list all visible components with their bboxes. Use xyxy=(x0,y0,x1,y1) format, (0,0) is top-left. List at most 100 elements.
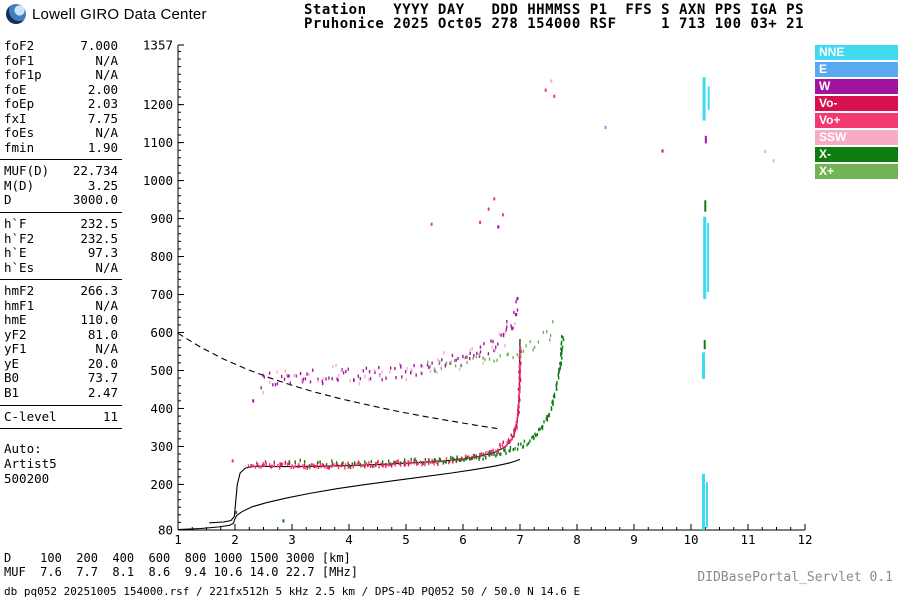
y-tick-label: 1100 xyxy=(143,135,173,150)
legend-item-W: W xyxy=(815,79,898,94)
param-value: N/A xyxy=(95,125,118,141)
x-tick-label: 2 xyxy=(231,532,239,547)
param-row: D 3000.0 xyxy=(4,193,118,208)
auto-line: 500200 xyxy=(4,471,50,487)
x-tick-label: 5 xyxy=(402,532,410,547)
param-row: C-level 11 xyxy=(4,409,118,425)
x-tick-label: 4 xyxy=(345,532,353,547)
rfi-streak xyxy=(704,200,707,212)
echo-speck xyxy=(231,459,234,463)
param-label: yF1 xyxy=(4,341,27,357)
y-tick-label: 1357 xyxy=(143,38,173,53)
x-tick-label: 10 xyxy=(683,532,698,547)
param-row: yE 20.0 xyxy=(4,356,118,372)
rfi-streak xyxy=(704,135,707,144)
rfi-streak xyxy=(703,340,706,350)
auto-line: Auto: xyxy=(4,441,42,457)
param-row: fmin 1.90 xyxy=(4,140,118,156)
param-row: hmE 110.0 xyxy=(4,313,118,328)
x-tick-label: 8 xyxy=(573,532,581,547)
param-label: foE xyxy=(4,81,27,97)
x-tick-label: 12 xyxy=(797,532,812,547)
param-label: MUF(D) xyxy=(4,163,50,179)
true-height-profile xyxy=(177,458,521,531)
echo-speck xyxy=(487,207,490,211)
y-tick-label: 1200 xyxy=(143,97,173,112)
echo-speck xyxy=(501,213,504,217)
model-O-trace xyxy=(209,338,521,524)
param-label: foEp xyxy=(4,96,35,112)
param-label: hmE xyxy=(4,312,27,328)
echo-speck xyxy=(553,94,556,98)
param-label: hmF2 xyxy=(4,283,35,299)
y-tick-label: 600 xyxy=(150,325,173,340)
x-tick-label: 1 xyxy=(174,532,182,547)
param-value: 81.0 xyxy=(87,326,118,342)
echo-series-F-spread-W xyxy=(260,296,519,390)
param-label: D xyxy=(4,192,12,208)
param-row: M(D) 3.25 xyxy=(4,177,118,194)
rfi-streak xyxy=(707,223,710,293)
param-row: h`F2 232.5 xyxy=(4,230,118,247)
echo-specks xyxy=(231,79,775,523)
param-value: N/A xyxy=(95,297,118,313)
param-label: foF1p xyxy=(4,67,42,83)
legend-item-SSW: SSW xyxy=(815,130,898,145)
legend-item-X-: X- xyxy=(815,147,898,162)
echo-speck xyxy=(235,510,238,515)
echo-speck xyxy=(550,79,553,83)
param-value: 232.5 xyxy=(80,230,118,246)
legend-item-X+: X+ xyxy=(815,164,898,179)
distance-row: D 100 200 400 600 800 1000 1500 3000 [km… xyxy=(4,551,351,565)
y-tick-label: 200 xyxy=(150,477,173,492)
param-row: hmF1 N/A xyxy=(4,297,118,314)
param-value: 2.47 xyxy=(87,385,118,401)
param-value: 3.25 xyxy=(87,177,118,193)
rfi-streak xyxy=(702,77,706,121)
param-value: 7.75 xyxy=(87,110,118,126)
param-divider xyxy=(0,212,122,214)
param-label: fxI xyxy=(4,110,27,126)
y-tick-label: 500 xyxy=(150,363,173,378)
muf-row: MUF 7.6 7.7 8.1 8.6 9.4 10.6 14.0 22.7 [… xyxy=(4,564,359,579)
param-label: h`Es xyxy=(4,259,35,275)
param-label: B1 xyxy=(4,385,20,401)
echo-speck xyxy=(772,159,775,163)
station-values-row: Pruhonice 2025 Oct05 278 154000 RSF 1 71… xyxy=(304,16,805,32)
x-tick-label: 9 xyxy=(630,532,638,547)
param-label: h`F xyxy=(4,216,27,232)
param-label: foF2 xyxy=(4,38,35,53)
param-row: foEp 2.03 xyxy=(4,97,118,112)
param-value: 97.3 xyxy=(87,245,118,261)
echo-speck xyxy=(282,519,285,523)
rfi-streaks xyxy=(702,77,710,530)
param-row: foEs N/A xyxy=(4,126,118,141)
param-row: foF2 7.000 xyxy=(4,38,118,54)
param-row: yF2 81.0 xyxy=(4,326,118,343)
param-label: yF2 xyxy=(4,326,27,342)
param-divider xyxy=(0,428,122,430)
rfi-streak xyxy=(706,482,708,528)
echo-speck xyxy=(661,149,664,153)
y-tick-label: 80 xyxy=(158,523,173,538)
auto-line: Artist5 xyxy=(4,456,57,472)
param-label: h`E xyxy=(4,245,27,261)
x-tick-label: 6 xyxy=(459,532,467,547)
legend-item-E: E xyxy=(815,62,898,77)
legend-item-Vo+: Vo+ xyxy=(815,113,898,128)
param-row: B1 2.47 xyxy=(4,385,118,401)
param-label: foEs xyxy=(4,125,35,141)
station-info: Station YYYY DAY DDD HHMMSS P1 FFS S AXN… xyxy=(304,3,804,31)
param-row: h`Es N/A xyxy=(4,259,118,276)
servlet-version: DIDBasePortal_Servlet 0.1 xyxy=(697,570,893,585)
y-tick-label: 800 xyxy=(150,249,173,264)
echo-series-F-trace-O-doppler xyxy=(250,349,522,470)
param-value: 2.03 xyxy=(87,96,118,112)
echo-direction-legend: NNE E W Vo- Vo+ SSW X- X+ xyxy=(815,45,898,181)
y-tick-label: 700 xyxy=(150,287,173,302)
param-divider xyxy=(0,279,122,281)
param-row: B0 73.7 xyxy=(4,371,118,386)
model-curves xyxy=(177,332,521,531)
param-row: foF1p N/A xyxy=(4,68,118,83)
